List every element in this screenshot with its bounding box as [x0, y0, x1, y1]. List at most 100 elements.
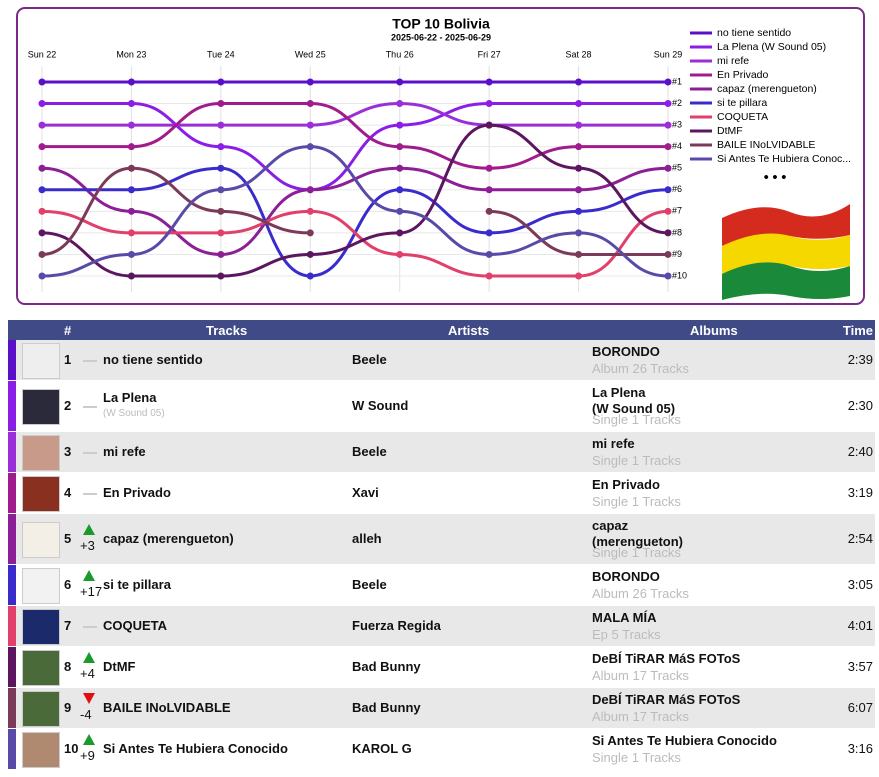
album: mi refe	[592, 436, 635, 451]
legend-label: si te pillara	[717, 97, 767, 109]
point	[127, 272, 135, 280]
point	[306, 78, 314, 86]
x-tick-label: Thu 26	[386, 49, 414, 59]
point	[38, 100, 46, 108]
series-line	[41, 123, 669, 278]
point	[664, 186, 672, 194]
artist: W Sound	[352, 398, 409, 413]
point	[127, 143, 135, 151]
y-tick-label: #5	[672, 163, 682, 173]
legend-label: DtMF	[717, 125, 743, 137]
artist: alleh	[352, 531, 382, 546]
row-color-bar	[8, 647, 16, 687]
point	[38, 250, 46, 258]
track: La Plena	[103, 390, 157, 405]
table-row: 6 +17 si te pillara Beele BORONDO Album 26 Tr…	[8, 565, 875, 606]
arrow-down	[83, 693, 95, 704]
no-change	[83, 493, 97, 495]
time: 3:05	[847, 577, 873, 592]
table-row: 5 +3 capaz (merengueton) alleh capaz (mereng…	[8, 514, 875, 565]
track: DtMF	[103, 659, 136, 674]
point	[396, 250, 404, 258]
point	[485, 100, 493, 108]
flag	[722, 204, 850, 300]
point	[575, 272, 583, 280]
track-sub: (W Sound 05)	[103, 408, 165, 419]
row-color-bar	[8, 688, 16, 728]
album-sub: Album 17 Tracks	[592, 709, 689, 724]
table-row: 4 En Privado Xavi En Privado Single 1 Tracks…	[8, 473, 875, 514]
point	[127, 100, 135, 108]
artist: Bad Bunny	[352, 700, 421, 715]
change: +4	[80, 666, 95, 681]
legend-label: Si Antes Te Hubiera Conoc...	[717, 153, 851, 165]
point	[664, 78, 672, 86]
y-tick-label: #3	[672, 119, 682, 129]
y-tick-label: #9	[672, 249, 682, 259]
point	[664, 272, 672, 280]
ellipsis: • • •	[764, 169, 787, 185]
point	[664, 121, 672, 129]
y-tick-label: #1	[672, 76, 682, 86]
chart-title: TOP 10 Bolivia	[392, 16, 490, 32]
track: COQUETA	[103, 618, 168, 633]
rank: 1	[64, 352, 72, 367]
time: 2:54	[847, 531, 873, 546]
arrow-up	[83, 570, 95, 581]
point	[38, 272, 46, 280]
point	[306, 121, 314, 129]
point	[575, 78, 583, 86]
series-line	[41, 145, 669, 278]
change: -4	[80, 707, 92, 722]
header-cell: #	[64, 323, 72, 338]
point	[306, 143, 314, 151]
table-row: 3 mi refe Beele mi refe Single 1 Tracks 2:40	[8, 432, 875, 473]
point	[38, 186, 46, 194]
x-tick-label: Wed 25	[295, 49, 326, 59]
album: BORONDO	[592, 569, 660, 584]
cover-art	[22, 522, 60, 558]
rank: 8	[64, 659, 72, 674]
point	[217, 78, 225, 86]
point	[575, 100, 583, 108]
track: mi refe	[103, 444, 146, 459]
album-sub: Single 1 Tracks	[592, 412, 681, 427]
album-sub: Album 26 Tracks	[592, 361, 689, 376]
point	[38, 229, 46, 237]
point	[485, 207, 493, 215]
point	[127, 121, 135, 129]
album-sub: Single 1 Tracks	[592, 750, 681, 765]
no-change	[83, 360, 97, 362]
x-tick-label: Fri 27	[478, 49, 501, 59]
point	[485, 250, 493, 258]
time: 2:40	[847, 444, 873, 459]
track: BAILE INoLVIDABLE	[103, 700, 231, 715]
artist: Beele	[352, 444, 387, 459]
legend-label: no tiene sentido	[717, 27, 791, 39]
point	[306, 186, 314, 194]
point	[127, 207, 135, 215]
series-line	[42, 102, 668, 170]
track: si te pillara	[103, 577, 171, 592]
time: 2:30	[847, 398, 873, 413]
series-line	[41, 166, 669, 256]
point	[575, 164, 583, 172]
time: 3:19	[847, 485, 873, 500]
point	[217, 207, 225, 215]
series-line	[41, 166, 669, 278]
point	[485, 186, 493, 194]
table-row: 10 +9 Si Antes Te Hubiera Conocido KAROL G S…	[8, 729, 875, 770]
time: 6:07	[847, 700, 873, 715]
track: En Privado	[103, 485, 171, 500]
point	[127, 164, 135, 172]
cover-art	[22, 389, 60, 425]
rank: 6	[64, 577, 72, 592]
header-cell: Time	[842, 323, 873, 338]
point	[396, 143, 404, 151]
cover-art	[22, 609, 60, 645]
row-color-bar	[8, 565, 16, 605]
point	[396, 164, 404, 172]
point	[217, 143, 225, 151]
series-line	[42, 102, 668, 127]
